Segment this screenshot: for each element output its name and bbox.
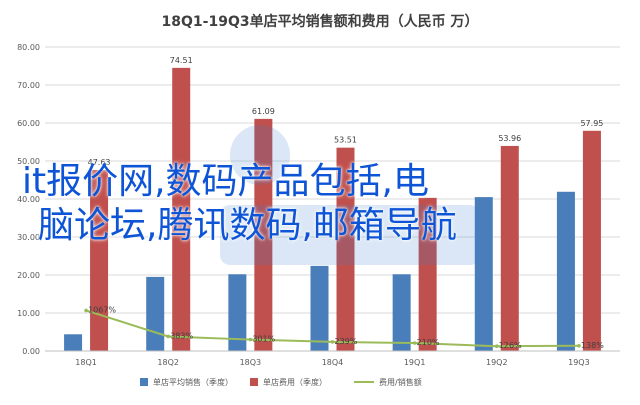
y-tick-label: 30.00 bbox=[17, 233, 40, 242]
line-data-label: 239% bbox=[335, 337, 358, 346]
watermark-logo bbox=[220, 125, 480, 265]
x-tick-label: 18Q2 bbox=[157, 358, 179, 367]
data-label: 61.09 bbox=[252, 107, 275, 116]
legend-swatch bbox=[250, 378, 258, 386]
line-data-label: 126% bbox=[499, 341, 522, 350]
x-tick-label: 19Q2 bbox=[486, 358, 508, 367]
y-tick-label: 40.00 bbox=[17, 195, 40, 204]
bar bbox=[310, 265, 329, 351]
bar bbox=[64, 334, 83, 351]
chart-title: 18Q1-19Q3单店平均销售额和费用（人民币 万） bbox=[162, 13, 479, 30]
x-tick-label: 19Q1 bbox=[404, 358, 426, 367]
line-point bbox=[166, 334, 171, 339]
x-tick-label: 19Q3 bbox=[568, 358, 590, 367]
bar bbox=[254, 118, 273, 351]
bar bbox=[228, 274, 247, 351]
y-tick-label: 70.00 bbox=[17, 81, 40, 90]
bar bbox=[474, 197, 493, 351]
overlay-line-2: 脑论坛,腾讯数码,邮箱导航 bbox=[38, 205, 457, 246]
data-label: 47.63 bbox=[88, 158, 111, 167]
bars: 47.63 74.51 61.09 53.51 53.96 57.95 bbox=[64, 56, 603, 351]
bar bbox=[146, 276, 165, 351]
data-label: 53.96 bbox=[498, 134, 521, 143]
line-point bbox=[84, 308, 88, 313]
legend-swatch bbox=[140, 378, 148, 386]
y-tick-label: 80.00 bbox=[17, 43, 40, 52]
legend: 单店平均销售（季度） 单店费用（季度） 费用/销售额 bbox=[140, 377, 422, 387]
line-point bbox=[577, 343, 581, 348]
bar bbox=[90, 170, 109, 351]
y-tick-label: 0.00 bbox=[22, 347, 40, 356]
bar bbox=[500, 145, 519, 351]
line-point bbox=[494, 344, 499, 349]
bar bbox=[582, 130, 601, 351]
x-tick-label: 18Q1 bbox=[75, 358, 97, 367]
y-tick-label: 10.00 bbox=[17, 309, 40, 318]
line-data-label: 210% bbox=[417, 338, 440, 347]
data-label: 74.51 bbox=[170, 56, 193, 65]
x-tick-label: 18Q4 bbox=[322, 358, 344, 367]
ratio-line: 1067% 383% 301% 239% 210% 126% 138% bbox=[84, 305, 604, 350]
data-label: 57.95 bbox=[580, 119, 603, 128]
bar bbox=[418, 197, 437, 351]
line-point bbox=[248, 337, 253, 342]
data-label: 53.51 bbox=[334, 136, 357, 145]
legend-label: 单店平均销售（季度） bbox=[153, 377, 233, 387]
y-tick-label: 20.00 bbox=[17, 271, 40, 280]
bar bbox=[392, 274, 411, 351]
line-data-label: 138% bbox=[581, 341, 604, 350]
bar bbox=[172, 67, 191, 351]
bar bbox=[336, 147, 355, 351]
bar bbox=[556, 191, 575, 351]
legend-label: 费用/销售额 bbox=[379, 377, 422, 387]
line-data-label: 301% bbox=[252, 335, 275, 344]
x-axis: 18Q1 18Q2 18Q3 18Q4 19Q1 19Q2 19Q3 bbox=[45, 350, 620, 367]
line-point bbox=[412, 341, 417, 345]
x-tick-label: 18Q3 bbox=[240, 358, 262, 367]
y-tick-label: 60.00 bbox=[17, 119, 40, 128]
y-tick-label: 50.00 bbox=[17, 157, 40, 166]
line-data-label: 383% bbox=[170, 331, 193, 340]
legend-label: 单店费用（季度） bbox=[263, 377, 327, 387]
line-data-label: 1067% bbox=[88, 305, 116, 314]
line-point bbox=[330, 340, 335, 344]
overlay-text: it报价网,数码产品包括,电 脑论坛,腾讯数码,邮箱导航 bbox=[22, 160, 622, 248]
y-axis: 0.00 10.00 20.00 30.00 40.00 50.00 60.00 70.00 8… bbox=[17, 43, 40, 356]
overlay-line-1: it报价网,数码产品包括,电 bbox=[22, 161, 430, 202]
